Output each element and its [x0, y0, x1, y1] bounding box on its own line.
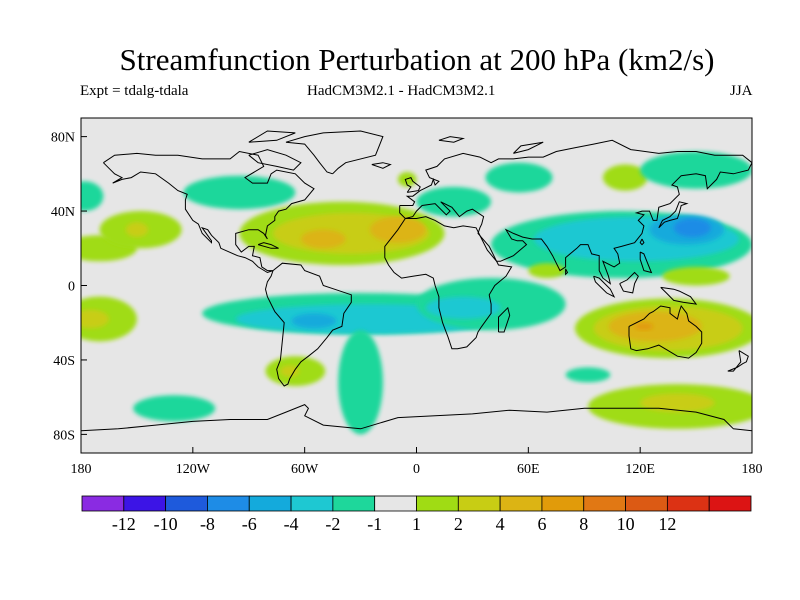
- colorbar-swatch: [499, 495, 543, 512]
- colorbar-swatch: [416, 495, 459, 512]
- anomaly-siberia-pos: [602, 164, 648, 191]
- colorbar-swatch: [123, 495, 167, 512]
- coastline-madagascar: [498, 306, 511, 333]
- colorbar-label: -2: [325, 514, 340, 534]
- colorbar-label: -6: [242, 514, 257, 534]
- anomaly-arctic-east-cold: [640, 151, 752, 189]
- coastline-new-guinea: [660, 286, 698, 305]
- colorbar-swatch: [625, 495, 668, 512]
- x-tick-label: 0: [413, 462, 420, 477]
- x-tick-label: 120E: [625, 462, 655, 477]
- coastline-novaya-zemlya: [513, 141, 544, 154]
- x-tick-label: 60W: [291, 462, 319, 477]
- anomaly-scandi-pos: [397, 171, 417, 187]
- anomaly-aus-pos-3: [608, 311, 702, 342]
- anomaly-pac-tropic-pos: [662, 266, 730, 286]
- anomaly-india-pos: [528, 263, 566, 279]
- anomaly-hawaii-pos-core: [125, 222, 149, 238]
- coastline-philippines: [639, 251, 653, 274]
- coastline-australia: [628, 304, 703, 359]
- coastline-taiwan: [639, 238, 645, 246]
- anomaly-satl-south-cold: [338, 330, 383, 435]
- map-axes: 180 120W 60W 0 60E 120E 180 80N 40N 0 40S 80S: [51, 131, 763, 477]
- colorbar-swatch: [708, 495, 752, 512]
- colorbar-swatch: [81, 495, 125, 512]
- colorbar-label: 4: [496, 514, 505, 534]
- colorbar-swatch: [583, 495, 626, 512]
- colorbar-label: 12: [658, 514, 676, 534]
- x-tick-label: 60E: [517, 462, 540, 477]
- anomaly-canada-cold: [183, 175, 296, 210]
- colorbar-swatch: [207, 495, 250, 512]
- coastline-sri-lanka: [565, 268, 569, 276]
- y-tick-label: 0: [68, 280, 75, 295]
- colorbar-swatch: [248, 495, 292, 512]
- coastline-baffin: [248, 149, 302, 171]
- y-tick-label: 80N: [51, 131, 75, 146]
- coastline-cuba: [257, 242, 279, 249]
- coastline-greenland: [285, 130, 384, 175]
- coastline-eurasia: [399, 139, 752, 285]
- coastline-iceland: [371, 162, 392, 169]
- coastline-borneo: [619, 271, 639, 294]
- colorbar-swatch: [332, 495, 376, 512]
- anomaly-europe-cold: [416, 186, 492, 217]
- coastline-antarctica: [81, 404, 752, 432]
- coastline-japan: [658, 201, 689, 229]
- coastline-south-america: [264, 262, 352, 387]
- model-label: HadCM3M2.1 - HadCM3M2.1: [307, 83, 496, 99]
- coastlines: [81, 130, 752, 432]
- y-tick-label: 80S: [53, 428, 75, 443]
- coastline-africa: [384, 216, 513, 350]
- coastline-new-zealand: [727, 350, 749, 372]
- anomaly-ural-cold: [485, 162, 553, 193]
- colorbar-label: 10: [617, 514, 635, 534]
- coastline-sumatra: [593, 275, 616, 298]
- anomaly-npac-cold: [81, 181, 104, 212]
- anomaly-aus-pos-4: [634, 322, 654, 331]
- anomaly-sam-africa-cold-3: [291, 313, 337, 329]
- colorbar: -12 -10 -8 -6 -4 -2 -1 1 2 4 6 8 10 12: [81, 495, 752, 534]
- y-tick-label: 40S: [53, 354, 75, 369]
- colorbar-swatch: [666, 495, 710, 512]
- colorbar-swatch: [290, 495, 334, 512]
- colorbar-label: -10: [154, 514, 178, 534]
- colorbar-swatch: [165, 495, 208, 512]
- x-tick-label: 180: [742, 462, 763, 477]
- anomaly-sio-cold-2: [425, 296, 501, 320]
- anomaly-sio-south-pos-2: [640, 393, 715, 413]
- coastline-ellesmere: [248, 130, 296, 143]
- colorbar-swatch: [374, 495, 417, 512]
- colorbar-label: -12: [112, 514, 136, 534]
- experiment-label: Expt = tdalg-tdala: [80, 83, 189, 99]
- colorbar-label: -4: [284, 514, 299, 534]
- colorbar-label: 1: [412, 514, 421, 534]
- coastline-north-america: [103, 150, 315, 274]
- colorbar-label: 2: [454, 514, 463, 534]
- anomaly-indian-south-cold: [565, 367, 611, 383]
- coastline-uk: [404, 176, 421, 193]
- anomaly-spac-south-cold: [133, 395, 216, 422]
- colorbar-swatch: [457, 495, 501, 512]
- colorbar-label: 6: [537, 514, 546, 534]
- y-tick-label: 40N: [51, 205, 75, 220]
- x-tick-label: 120W: [176, 462, 211, 477]
- colorbar-label: 8: [579, 514, 588, 534]
- season-label: JJA: [730, 83, 753, 99]
- anomaly-sa-south-pos-2: [280, 365, 300, 377]
- anomaly-atl-warm-3: [300, 229, 346, 249]
- colorbar-swatch: [541, 495, 585, 512]
- colorbar-label: -8: [200, 514, 215, 534]
- x-tick-label: 180: [71, 462, 92, 477]
- anomaly-field: [81, 151, 752, 435]
- anomaly-spac-pos-2: [81, 309, 109, 329]
- anomaly-asia-cold-4: [673, 218, 711, 238]
- colorbar-label: -1: [367, 514, 382, 534]
- coastline-svalbard: [438, 136, 466, 143]
- chart-title: Streamfunction Perturbation at 200 hPa (…: [119, 42, 715, 77]
